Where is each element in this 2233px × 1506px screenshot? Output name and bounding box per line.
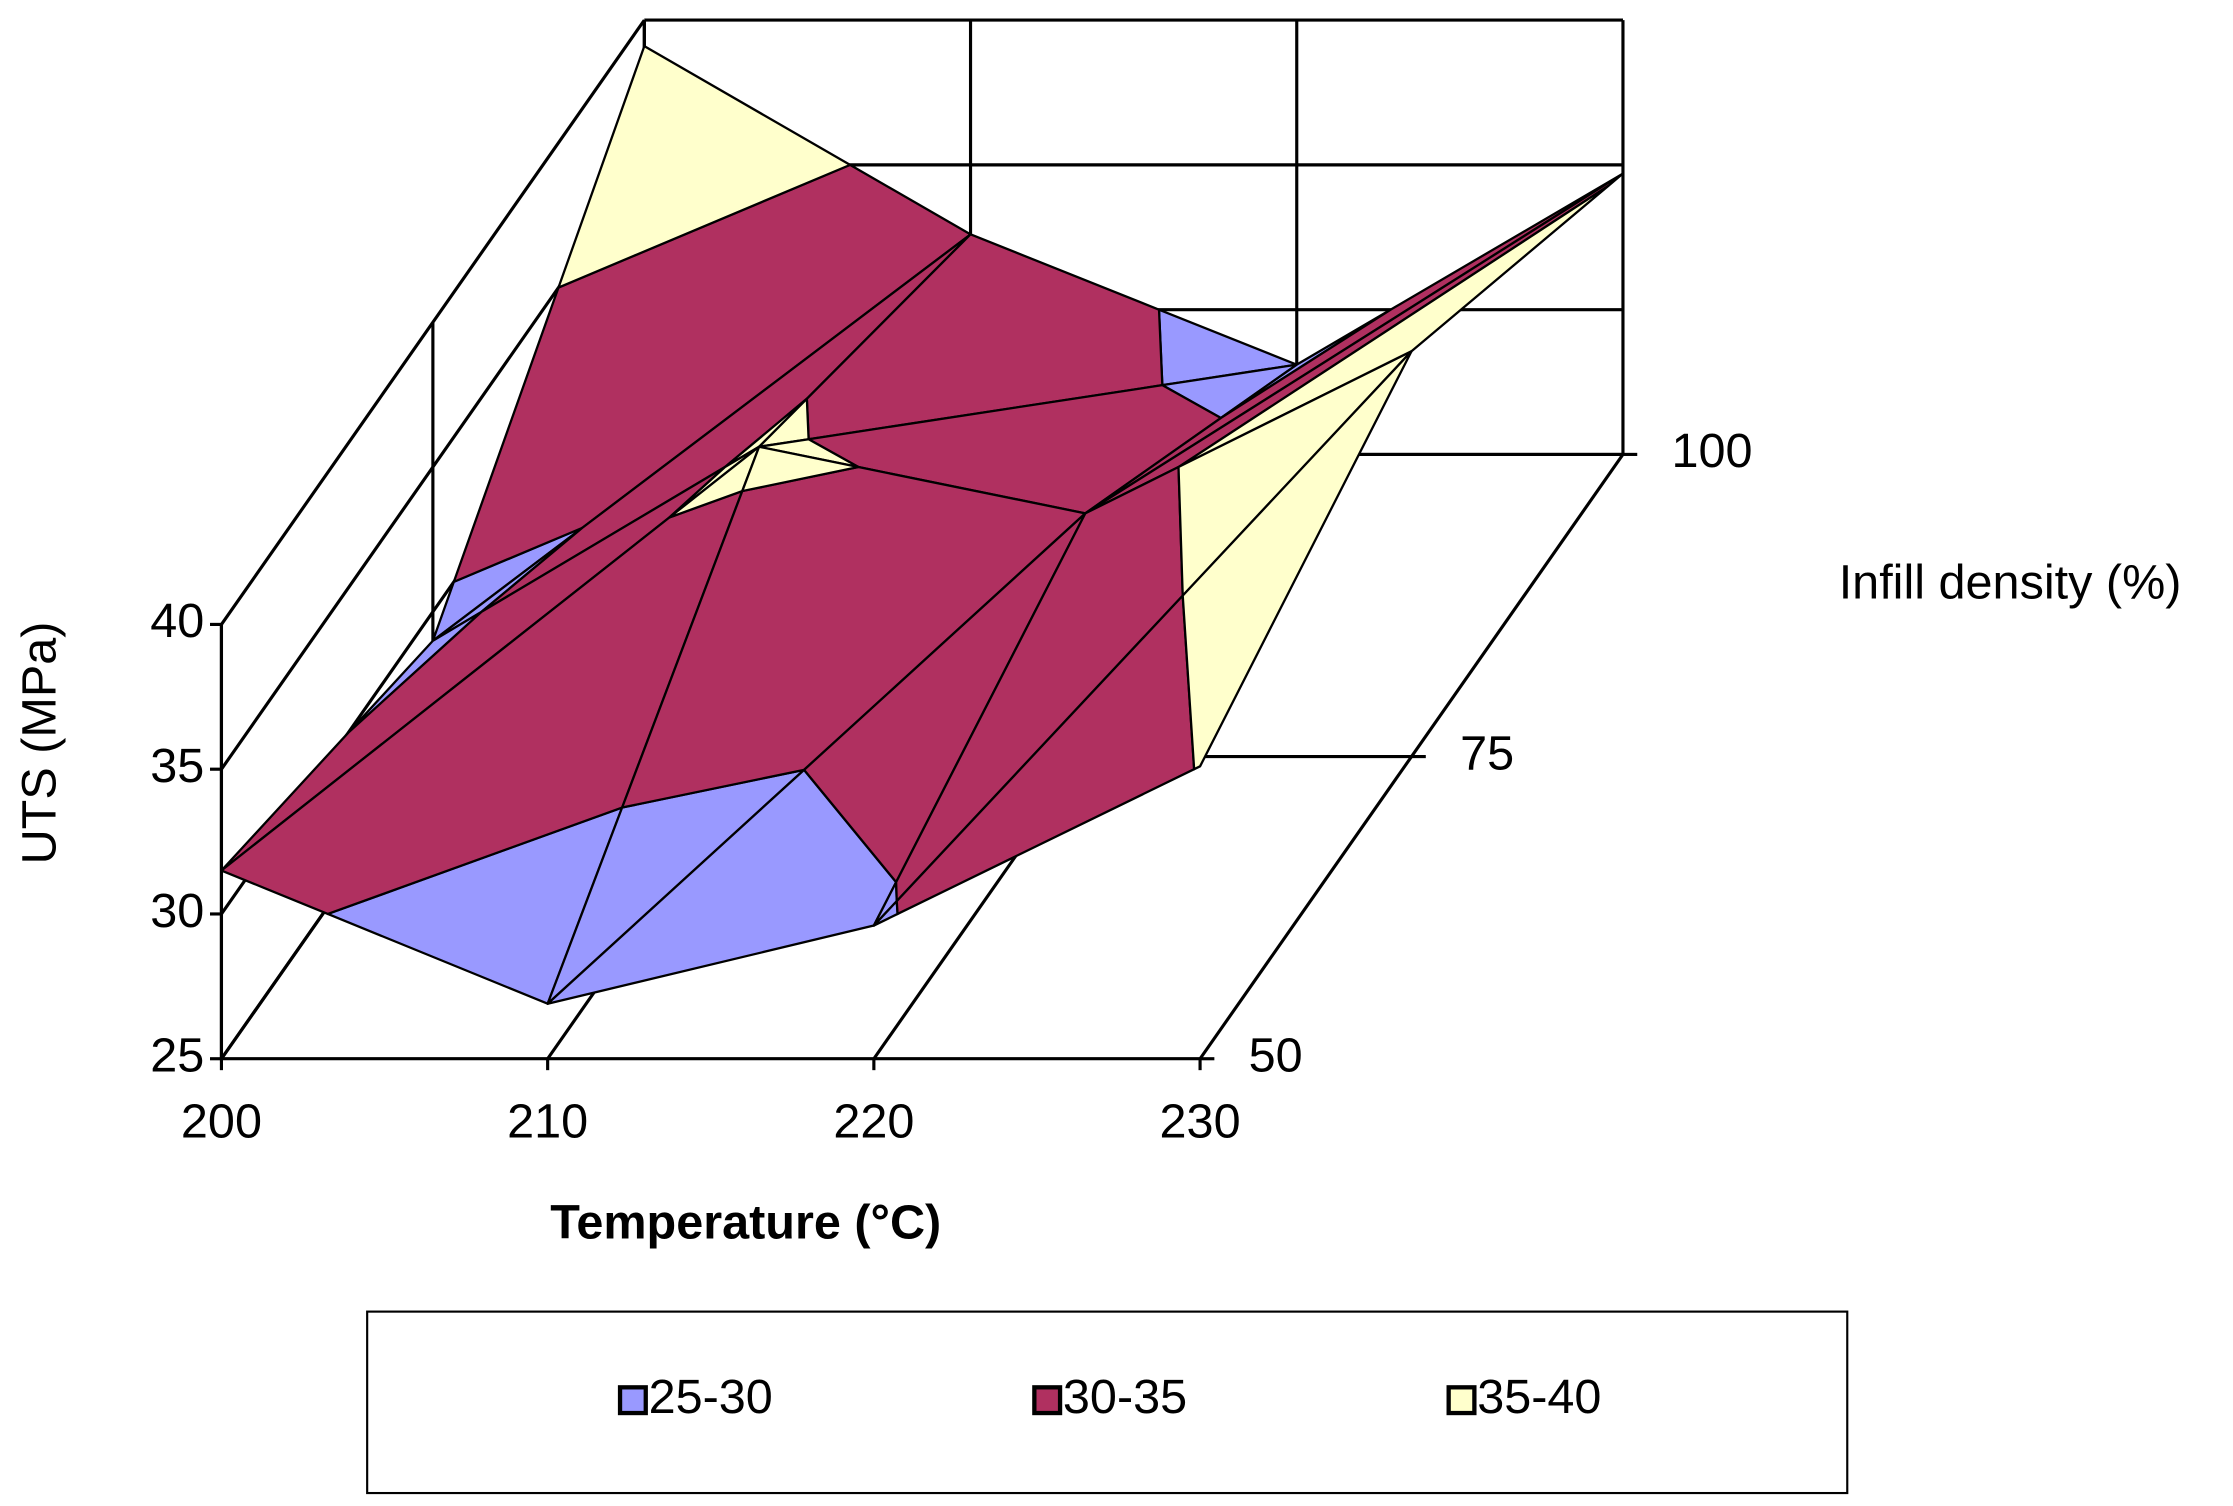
legend-label: 25-30 (649, 1370, 773, 1424)
surface-patch (1177, 184, 1610, 469)
z-tick-label: 40 (150, 594, 204, 648)
x-tick-label: 220 (833, 1094, 914, 1148)
y-tick-label: 100 (1672, 424, 1753, 478)
x-axis-title: Temperature (°C) (550, 1196, 941, 1250)
legend-swatch (1446, 1385, 1477, 1416)
z-tick-label: 35 (150, 739, 204, 793)
x-tick-label: 210 (507, 1094, 588, 1148)
surface-patch (1181, 350, 1413, 771)
surface-patch (741, 445, 860, 493)
surface-patch (557, 45, 852, 289)
side-wall-line (220, 19, 646, 626)
y-tick-label: 50 (1249, 1029, 1303, 1083)
x-tick-label: 230 (1160, 1094, 1241, 1148)
legend-box (366, 1310, 1849, 1495)
legend-label: 30-35 (1063, 1370, 1187, 1424)
legend-swatch (617, 1385, 648, 1416)
z-tick-label: 25 (150, 1029, 204, 1083)
y-tick-label: 75 (1460, 726, 1514, 780)
z-axis-title: UTS (MPa) (13, 622, 67, 865)
z-tick-label: 30 (150, 884, 204, 938)
x-tick-label: 200 (181, 1094, 262, 1148)
legend-swatch (1032, 1385, 1063, 1416)
y-axis-title: Infill density (%) (1839, 556, 2182, 610)
legend-label: 35-40 (1477, 1370, 1601, 1424)
